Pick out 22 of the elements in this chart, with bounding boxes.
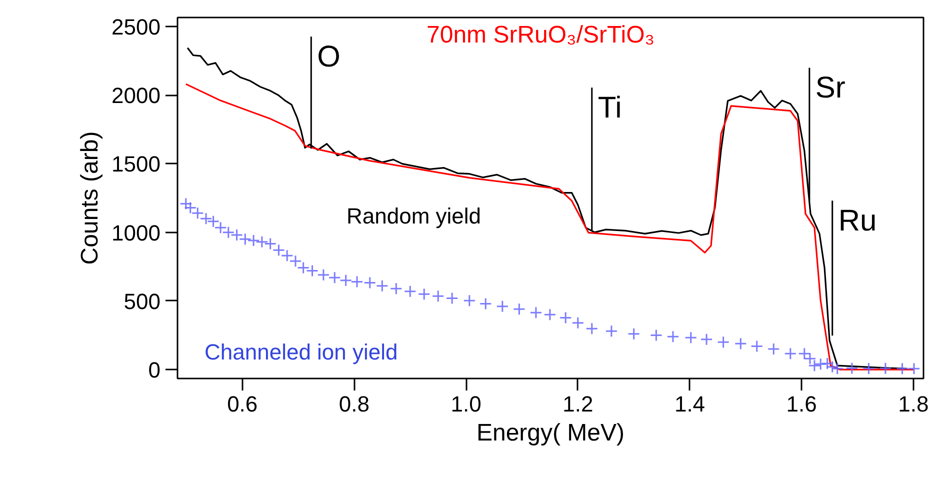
y-axis-title: Counts (arb)	[76, 131, 104, 265]
y-tick-label: 1500	[112, 152, 161, 177]
annotation: Ti	[598, 92, 622, 125]
text: Channeled ion yield	[204, 340, 398, 364]
text: 70nm SrRuO₃/SrTiO₃	[426, 22, 655, 48]
x-axis-title: Energy( MeV)	[476, 420, 625, 446]
annotation: Sr	[815, 72, 846, 105]
x-tick-label: 1.4	[674, 392, 706, 416]
x-tick-label: 1.6	[786, 392, 817, 416]
series-label: Random yield	[346, 204, 482, 228]
x-tick-label: 1.8	[898, 392, 929, 416]
y-tick-label: 0	[148, 358, 161, 383]
x-tick-label: 0.8	[338, 392, 370, 416]
y-tick-label: 2000	[112, 83, 161, 108]
x-tick-label: 1.2	[562, 392, 594, 416]
x-tick-label: 1.0	[450, 392, 482, 416]
y-tick-label: 2500	[112, 14, 161, 40]
x-tick-label: 0.6	[227, 392, 258, 416]
y-tick-label: 500	[124, 288, 161, 314]
y-tick-label: 1000	[112, 220, 161, 246]
annotation: O	[317, 40, 340, 74]
annotation: Ru	[838, 204, 877, 238]
